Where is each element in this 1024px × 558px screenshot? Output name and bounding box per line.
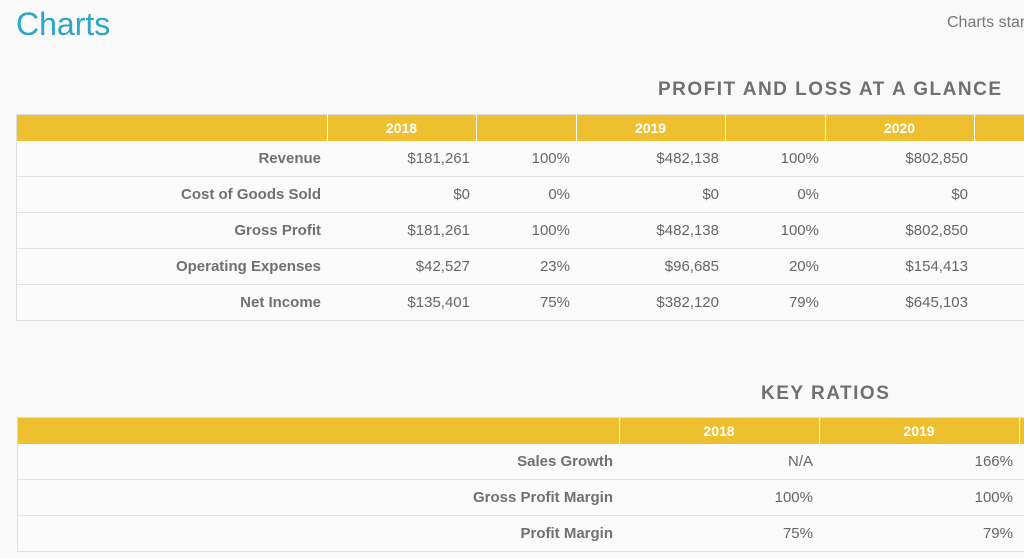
table-cell: N/A [787,453,813,470]
pl-pct-header [724,115,825,141]
table-cell [974,141,1024,177]
row-label: Sales Growth [517,453,613,470]
table-cell: 79% [819,515,1019,551]
table-cell: $96,685 [576,248,725,285]
pl-pct-header [475,115,576,141]
row-label: Profit Margin [18,515,619,551]
table-row: Gross Profit $181,261 100% $482,138 100% $802… [17,212,1024,249]
key-ratios-table: 2018 2019 Sales Growth N/A 166% Gross Profi… [18,418,1024,551]
pl-header-label-cell [17,115,327,141]
table-row: Profit Margin 75% 79% [18,515,1024,551]
pl-heading: PROFIT AND LOSS AT A GLANCE [658,79,1003,100]
table-cell: 23% [476,248,576,285]
table-cell [974,248,1024,285]
table-cell: 166% [974,453,1013,470]
table-cell: 75% [619,515,819,551]
table-cell: 100% [819,479,1019,516]
table-cell: $482,138 [656,150,719,167]
ratios-header-row: 2018 2019 [18,418,1024,444]
table-cell [1019,515,1024,551]
table-cell: $181,261 [327,212,476,249]
table-cell: $802,850 [905,150,968,167]
table-cell: $154,413 [825,248,974,285]
row-label: Operating Expenses [17,248,327,285]
table-cell: 100% [780,150,819,167]
table-cell: 0% [476,176,576,213]
pl-year-header: 2019 [575,115,725,141]
row-label: Cost of Goods Sold [17,176,327,213]
table-cell: $135,401 [327,284,476,320]
charts-start-link[interactable]: Charts star [947,14,1024,31]
table-cell [974,284,1024,320]
row-label: Net Income [17,284,327,320]
row-label: Gross Profit Margin [18,479,619,516]
table-cell: $181,261 [407,150,470,167]
table-row: Gross Profit Margin 100% 100% [18,479,1024,516]
table-cell: 75% [476,284,576,320]
table-cell: $0 [576,176,725,213]
page-title: Charts [16,6,111,42]
table-cell: $802,850 [825,212,974,249]
table-row: Cost of Goods Sold $0 0% $0 0% $0 [17,176,1024,213]
table-cell [974,176,1024,213]
pl-year-header: 2020 [824,115,974,141]
row-label: Gross Profit [17,212,327,249]
table-row: Net Income $135,401 75% $382,120 79% $645,103 [17,284,1024,320]
ratios-extra-header [1018,418,1024,444]
table-row: Revenue $181,261 100% $482,138 100% $802,850 [17,141,1024,177]
ratios-body: Sales Growth N/A 166% Gross Profit Margin 10… [18,444,1024,551]
table-cell: $0 [327,176,476,213]
table-cell: $482,138 [576,212,725,249]
table-cell: $382,120 [576,284,725,320]
pl-header-row: 2018 2019 2020 [17,115,1024,141]
table-cell [974,212,1024,249]
pl-pct-header [973,115,1024,141]
table-row: Sales Growth N/A 166% [18,444,1024,480]
table-row: Operating Expenses $42,527 23% $96,685 20% $1… [17,248,1024,285]
ratios-year-header: 2018 [618,418,819,444]
table-cell: 100% [619,479,819,516]
pl-body: Revenue $181,261 100% $482,138 100% $802,850 C… [17,141,1024,320]
table-cell [1019,444,1024,480]
ratios-year-header: 2019 [818,418,1019,444]
table-cell [1019,479,1024,516]
table-cell: 20% [725,248,825,285]
table-cell: $0 [825,176,974,213]
table-cell: 100% [531,150,570,167]
table-cell: $42,527 [327,248,476,285]
row-label: Revenue [258,150,321,167]
ratios-heading: KEY RATIOS [761,383,891,404]
table-cell: 100% [476,212,576,249]
ratios-header-label-cell [18,418,619,444]
table-cell: 79% [725,284,825,320]
pl-year-header: 2018 [326,115,476,141]
table-cell: 100% [725,212,825,249]
profit-loss-table: 2018 2019 2020 Revenue $181,261 100% $482,1… [17,115,1024,320]
table-cell: 0% [725,176,825,213]
table-cell: $645,103 [825,284,974,320]
